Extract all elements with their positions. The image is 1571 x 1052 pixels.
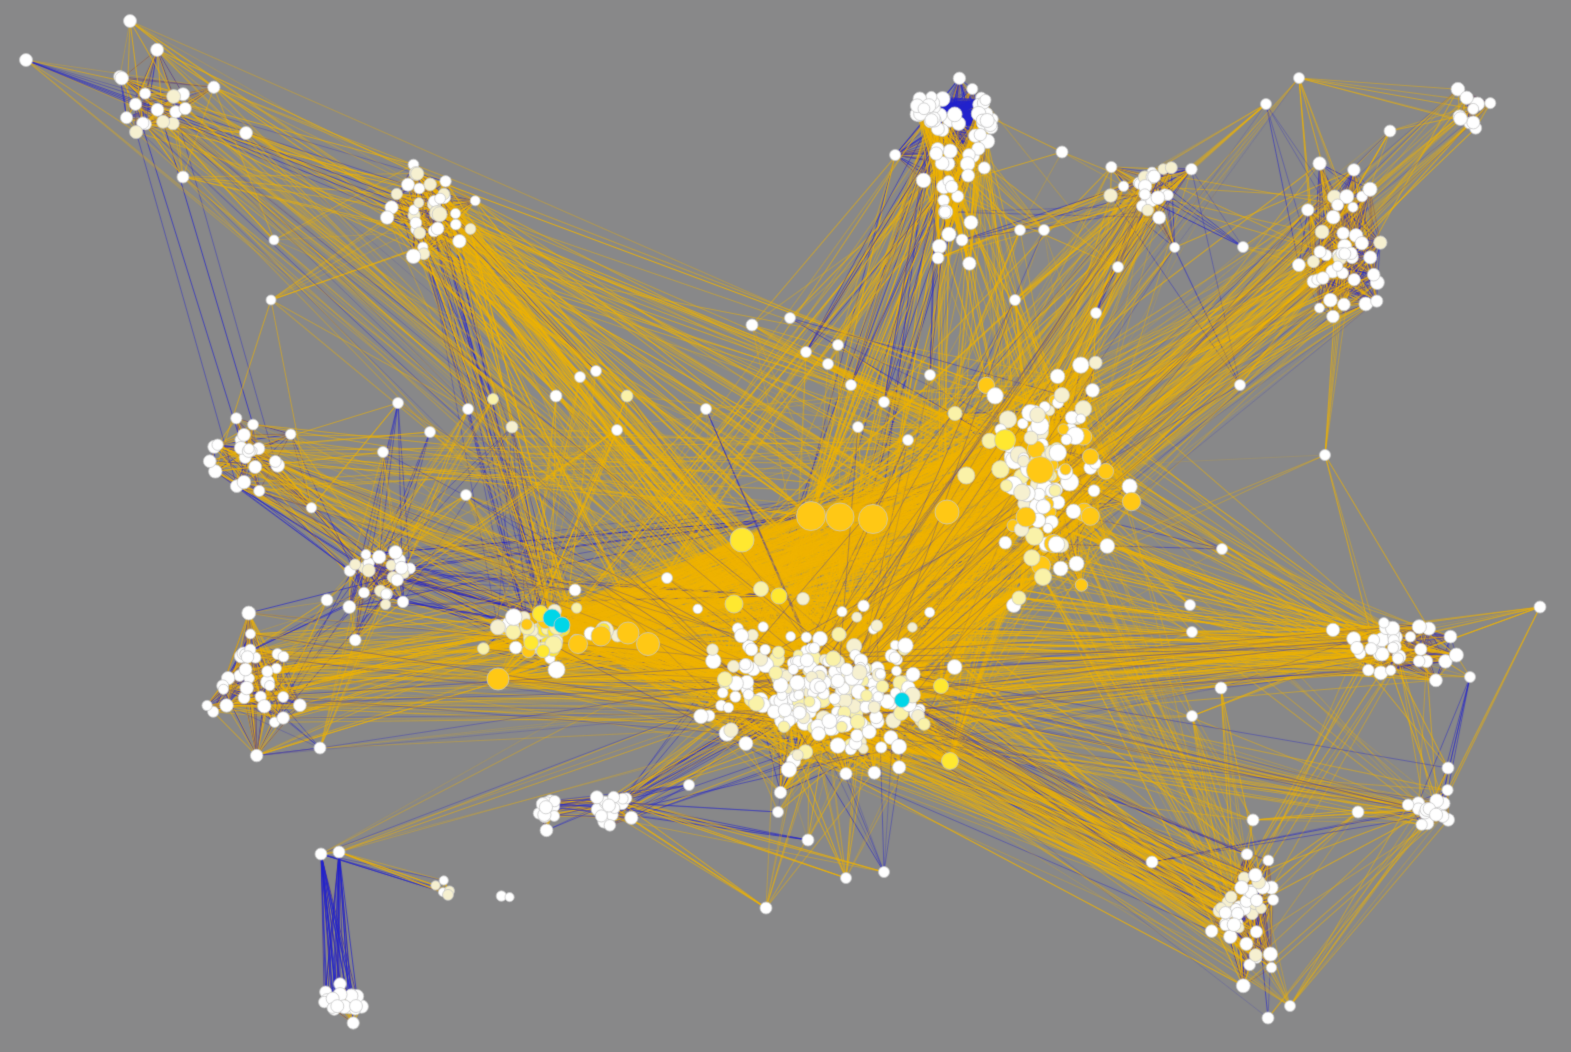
network-graph-plot[interactable]: [0, 0, 1571, 1052]
graph-visualization-canvas[interactable]: Force-directed network graph: [0, 0, 1571, 1052]
